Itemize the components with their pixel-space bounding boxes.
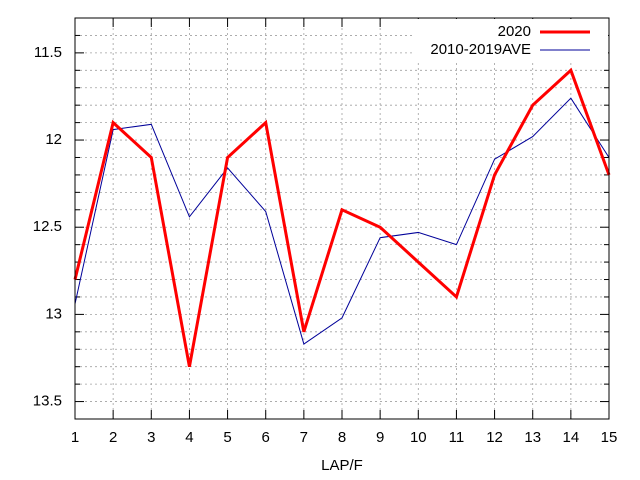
x-tick-label: 14 xyxy=(563,429,580,446)
x-tick-label: 3 xyxy=(147,429,155,446)
plot-border xyxy=(74,17,610,420)
series-line xyxy=(73,67,611,367)
x-axis-label: LAP/F xyxy=(321,457,363,474)
y-tick-label: 12.5 xyxy=(33,218,62,235)
series-line xyxy=(74,97,610,345)
legend-box xyxy=(415,19,608,61)
x-tick-label: 12 xyxy=(486,429,503,446)
x-tick-label: 15 xyxy=(601,429,618,446)
x-tick-label: 10 xyxy=(410,429,427,446)
x-tick-label: 9 xyxy=(376,429,384,446)
x-tick-label: 13 xyxy=(524,429,541,446)
x-tick-label: 1 xyxy=(71,429,79,446)
x-tick-label: 8 xyxy=(338,429,346,446)
x-tick-label: 5 xyxy=(223,429,231,446)
x-tick-label: 11 xyxy=(449,429,465,446)
y-tick-label: 13.5 xyxy=(33,393,62,410)
y-tick-label: 13 xyxy=(45,305,62,322)
legend-label: 2010-2019AVE xyxy=(430,41,531,58)
y-tick-label: 11.5 xyxy=(34,44,62,61)
x-tick-label: 2 xyxy=(109,429,117,446)
legend-label: 2020 xyxy=(498,23,531,40)
x-tick-label: 6 xyxy=(262,429,270,446)
y-tick-label: 12 xyxy=(45,131,62,148)
x-tick-label: 4 xyxy=(185,429,193,446)
x-tick-label: 7 xyxy=(300,429,308,446)
